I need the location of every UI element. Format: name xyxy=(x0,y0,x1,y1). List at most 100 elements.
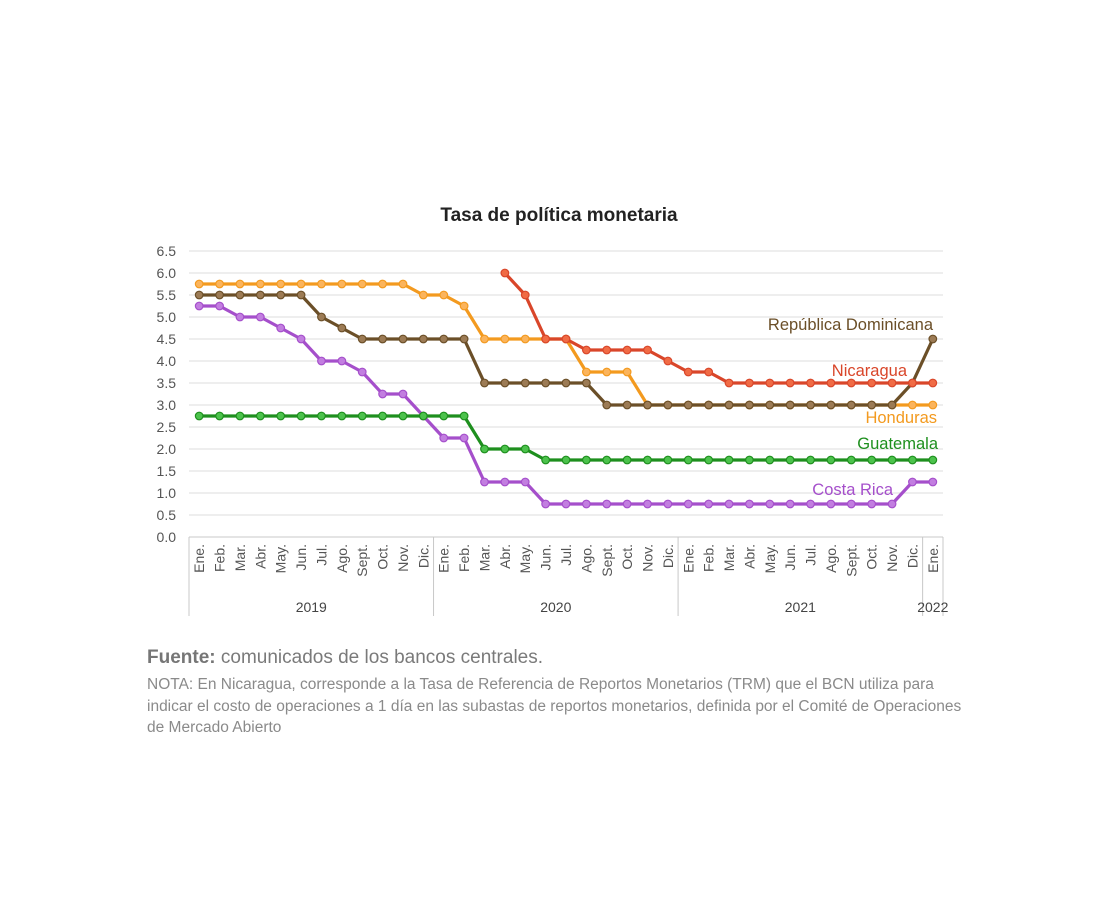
data-point xyxy=(459,433,469,443)
data-point xyxy=(500,334,510,344)
data-point xyxy=(235,290,245,300)
data-point xyxy=(378,279,387,289)
data-point xyxy=(500,378,510,388)
x-tick-label: Jun. xyxy=(293,544,309,570)
data-point xyxy=(704,367,714,377)
data-point xyxy=(724,455,734,465)
data-point xyxy=(255,312,265,322)
data-point xyxy=(317,312,326,322)
year-label: 2022 xyxy=(917,599,948,615)
data-point xyxy=(602,367,612,377)
data-point xyxy=(846,499,856,509)
x-tick-label: Ene. xyxy=(191,544,207,573)
data-point xyxy=(561,334,571,344)
data-point xyxy=(337,323,347,333)
data-point xyxy=(480,334,489,344)
data-point xyxy=(541,378,551,388)
data-point xyxy=(439,433,449,443)
data-point xyxy=(806,455,815,465)
x-tick-label: Feb. xyxy=(701,544,717,572)
data-point xyxy=(378,389,387,399)
data-point xyxy=(643,400,652,410)
data-point xyxy=(887,400,897,410)
data-point xyxy=(846,378,856,388)
data-point xyxy=(520,334,530,344)
x-tick-label: Mar. xyxy=(721,544,737,571)
data-point xyxy=(500,268,510,278)
data-point xyxy=(357,334,367,344)
x-tick-label: Ago. xyxy=(578,544,594,573)
y-tick-label: 3.5 xyxy=(157,375,177,391)
data-point xyxy=(459,411,469,421)
data-point xyxy=(561,455,571,465)
data-point xyxy=(602,345,612,355)
source-text: comunicados de los bancos centrales. xyxy=(215,647,544,668)
data-point xyxy=(663,400,673,410)
data-point xyxy=(215,301,224,311)
data-point xyxy=(480,477,489,487)
x-tick-label: Feb. xyxy=(212,544,228,572)
series-label: Guatemala xyxy=(857,435,939,453)
data-point xyxy=(928,477,938,487)
data-point xyxy=(724,499,734,509)
x-tick-label: Sept. xyxy=(354,544,370,577)
data-point xyxy=(255,279,265,289)
data-point xyxy=(745,400,754,410)
data-point xyxy=(785,400,795,410)
data-point xyxy=(846,400,856,410)
x-tick-label: Dic. xyxy=(415,544,431,568)
data-point xyxy=(500,444,510,454)
data-point xyxy=(785,455,795,465)
data-point xyxy=(602,455,612,465)
data-point xyxy=(418,290,428,300)
data-point xyxy=(296,411,306,421)
x-tick-label: Ago. xyxy=(823,544,839,573)
data-point xyxy=(765,378,775,388)
data-point xyxy=(704,455,714,465)
data-point xyxy=(520,290,530,300)
data-point xyxy=(357,279,367,289)
data-point xyxy=(235,411,245,421)
data-point xyxy=(867,499,877,509)
x-tick-label: Oct. xyxy=(619,544,635,570)
x-tick-label: Mar. xyxy=(476,544,492,571)
data-point xyxy=(215,290,224,300)
data-point xyxy=(357,367,367,377)
data-point xyxy=(337,411,347,421)
note-text: NOTA: En Nicaragua, corresponde a la Tas… xyxy=(147,676,962,736)
y-tick-label: 5.0 xyxy=(157,309,177,325)
data-point xyxy=(541,499,551,509)
data-point xyxy=(745,378,754,388)
data-point xyxy=(663,499,673,509)
data-point xyxy=(418,411,428,421)
data-point xyxy=(480,378,489,388)
year-label: 2021 xyxy=(785,599,816,615)
data-point xyxy=(785,378,795,388)
chart-container: Tasa de política monetaria 0.0 0.5 1.0 1.5 2… xyxy=(157,205,949,616)
year-label: 2020 xyxy=(540,599,571,615)
data-point xyxy=(520,378,530,388)
series-label: Honduras xyxy=(865,409,937,427)
x-axis: Ene. Feb. Mar. Abr. May. Jun. Jul. Ago. Sept. Oct… xyxy=(188,537,949,616)
y-tick-label: 1.0 xyxy=(157,485,177,501)
y-tick-label: 3.0 xyxy=(157,397,177,413)
data-point xyxy=(622,455,632,465)
source-label: Fuente: xyxy=(147,647,216,668)
data-point xyxy=(683,367,693,377)
data-point xyxy=(765,455,775,465)
data-point xyxy=(194,301,204,311)
data-point xyxy=(581,499,591,509)
y-tick-label: 1.5 xyxy=(157,463,177,479)
data-point xyxy=(561,499,571,509)
data-point xyxy=(887,378,897,388)
data-point xyxy=(276,411,286,421)
data-point xyxy=(826,499,836,509)
x-tick-label: Mar. xyxy=(232,544,248,571)
data-point xyxy=(581,367,591,377)
y-tick-label: 4.0 xyxy=(157,353,177,369)
data-point xyxy=(622,400,632,410)
x-tick-label: Ago. xyxy=(334,544,350,573)
x-tick-label: May. xyxy=(273,544,289,573)
data-point xyxy=(806,378,815,388)
y-axis: 0.0 0.5 1.0 1.5 2.0 2.5 3.0 3.5 4.0 4.5 5.0 5.5 6.0 6… xyxy=(157,243,177,545)
